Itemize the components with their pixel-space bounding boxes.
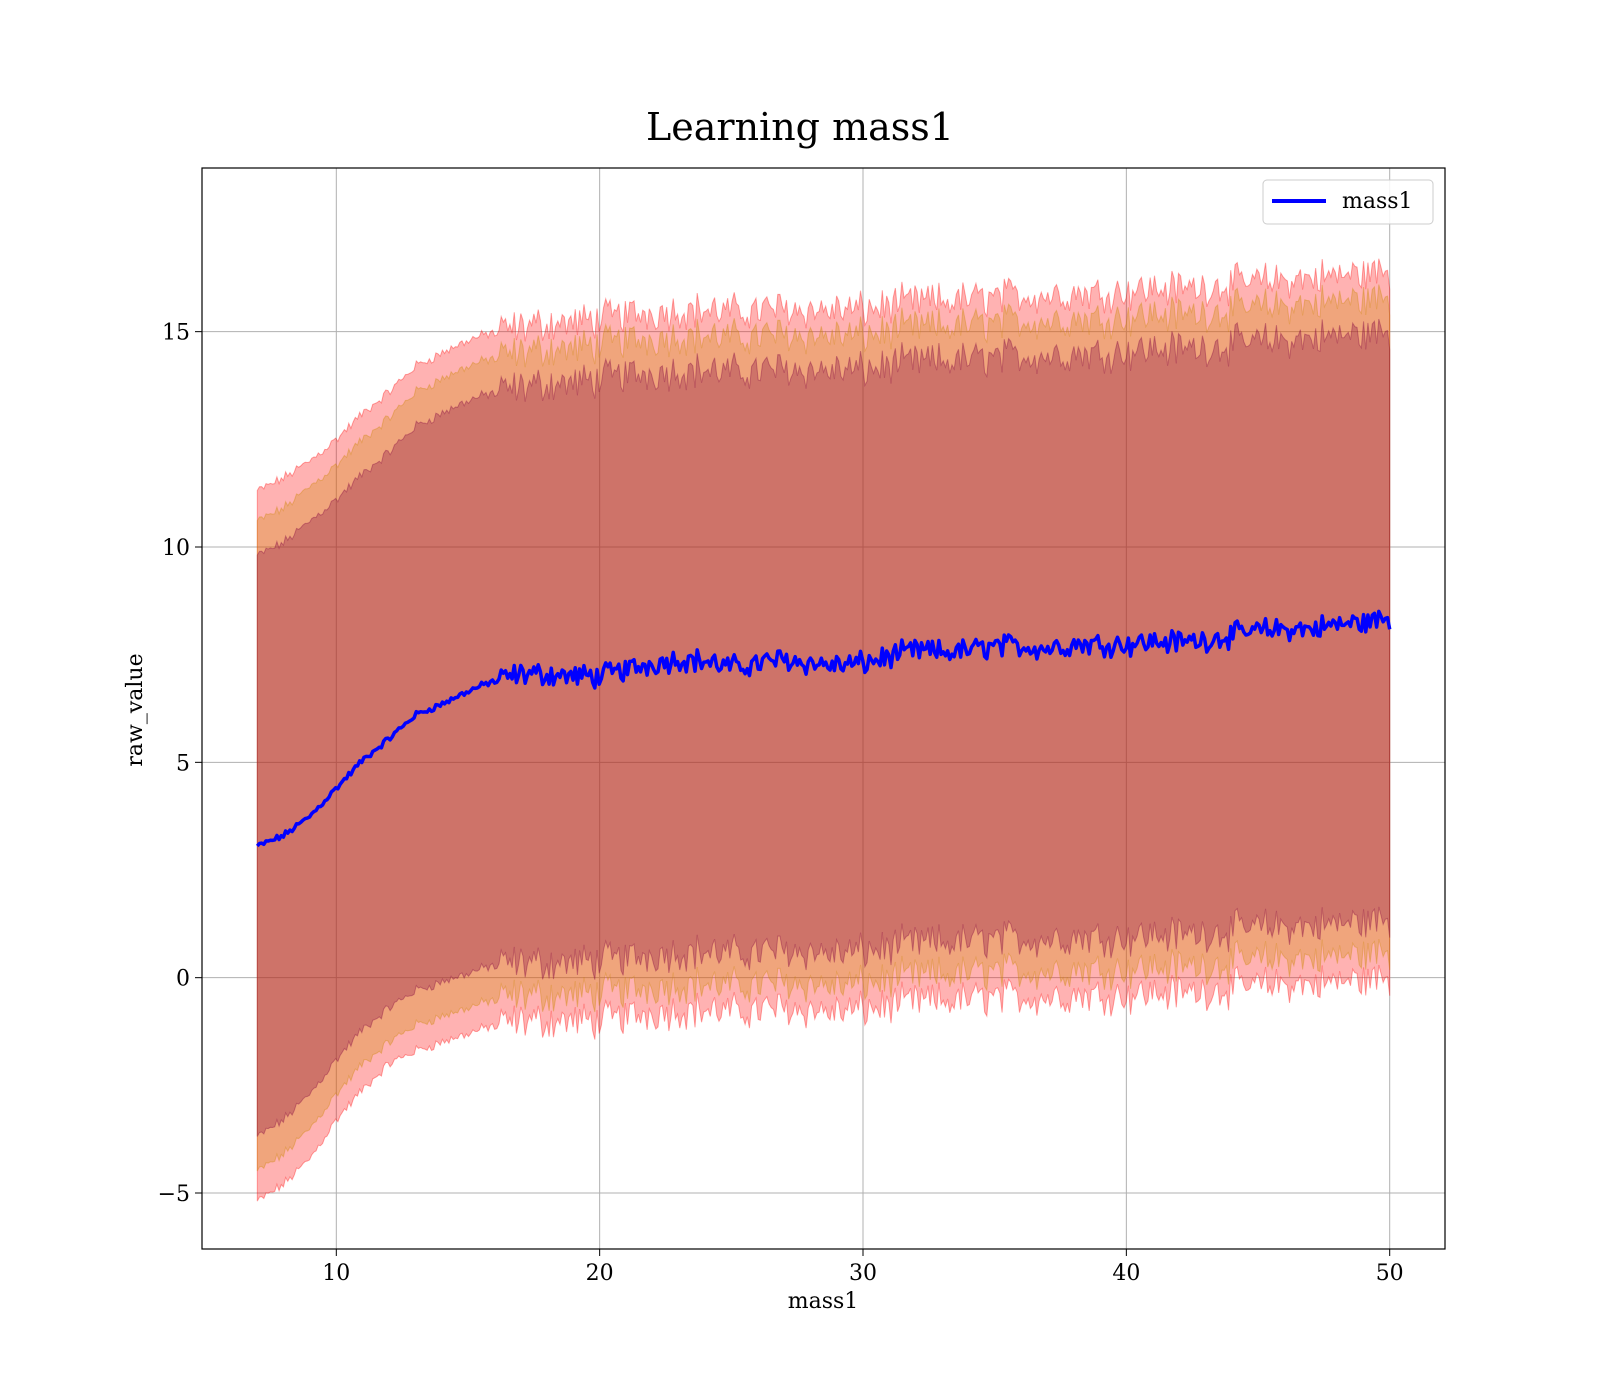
y-tick-label: 0 [176,967,190,992]
x-tick-label: 10 [322,1261,350,1286]
chart-title: Learning mass1 [646,105,954,149]
series-line-mass1 [255,609,1392,848]
y-tick-label: 5 [176,751,190,776]
band-area [256,318,1391,1137]
y-tick-label: −5 [158,1182,190,1207]
legend: mass1 [1262,179,1434,225]
x-tick-label: 20 [586,1261,614,1286]
x-tick-label: 30 [849,1261,877,1286]
axis-ticks: 10 20 30 40 50 −5 0 5 10 15 [158,321,1404,1286]
band-area [256,258,1391,1202]
x-tick-label: 50 [1376,1261,1404,1286]
plot-frame [201,167,1446,1250]
series-lines [255,609,1392,848]
confidence-bands [256,258,1391,1202]
x-tick-label: 40 [1112,1261,1140,1286]
y-tick-label: 15 [162,321,190,346]
grid [202,168,1445,1249]
y-tick-label: 10 [162,536,190,561]
y-axis-label: raw_value [123,653,148,766]
band-area [256,284,1391,1172]
x-axis-label: mass1 [788,1289,859,1314]
legend-box [1262,179,1434,225]
legend-label: mass1 [1342,189,1413,214]
